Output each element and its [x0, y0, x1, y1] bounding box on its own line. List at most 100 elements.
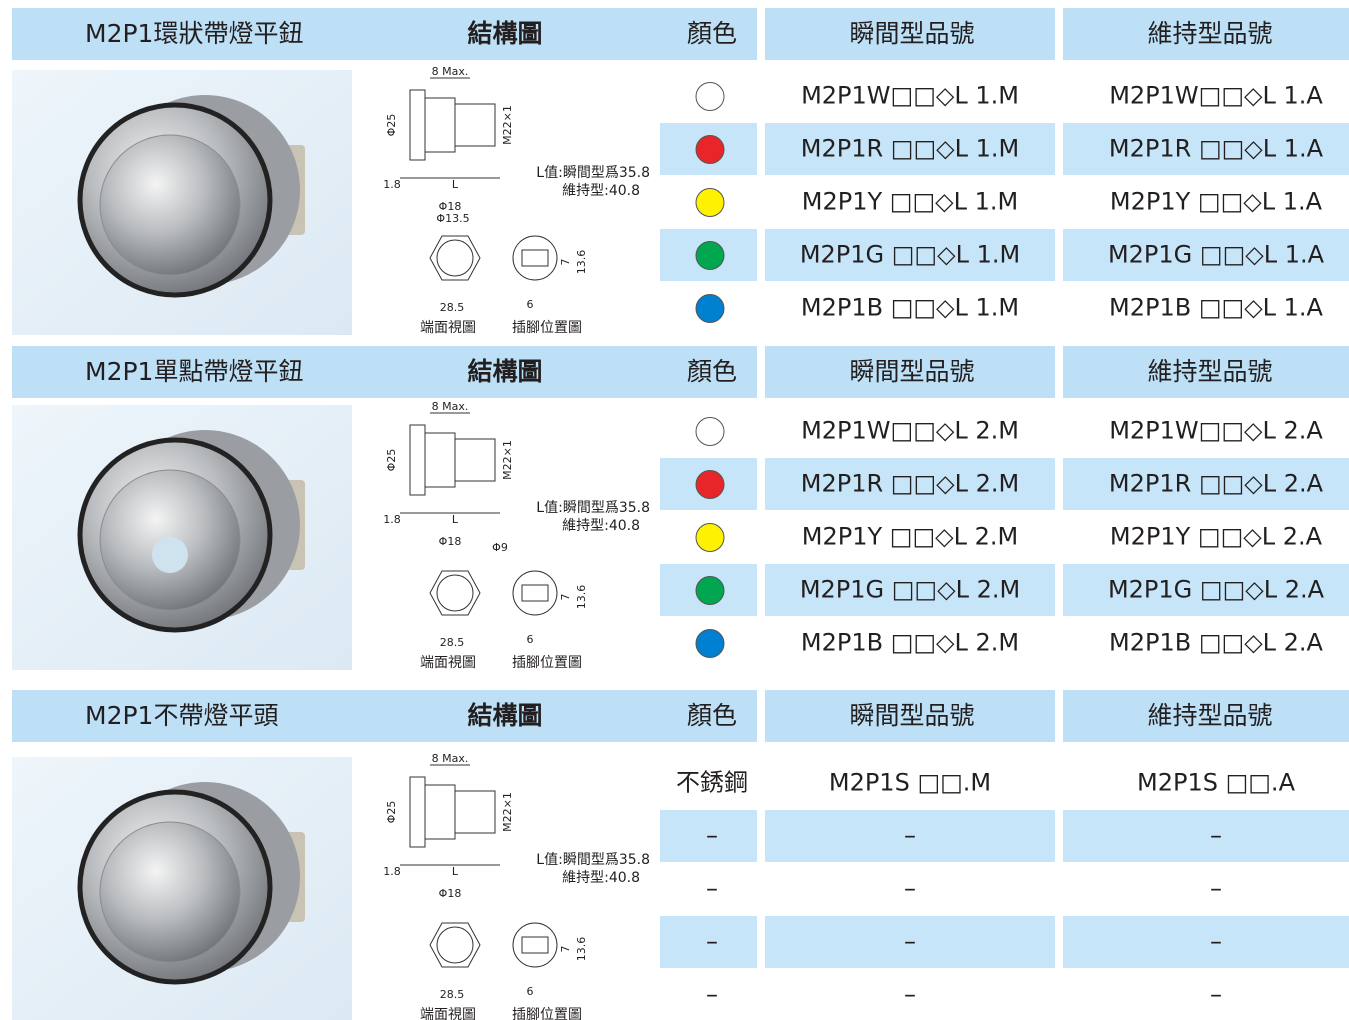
- row-bg: [660, 757, 757, 809]
- hold-model: M2P1B □□◇L 1.A: [1109, 294, 1324, 322]
- instant-model: M2P1B □□◇L 2.M: [801, 629, 1019, 657]
- header-bg: [1063, 8, 1349, 60]
- instant-model: M2P1G □□◇L 1.M: [800, 241, 1020, 269]
- drawing-label: Φ25: [385, 114, 398, 137]
- hex: [429, 235, 481, 281]
- hold-model: M2P1G □□◇L 1.A: [1108, 241, 1325, 269]
- color-swatch: [695, 241, 725, 270]
- header-bg: [12, 690, 757, 742]
- hold-model: M2P1W□□◇L 2.A: [1109, 417, 1323, 445]
- drawing-label: 1.8: [383, 513, 401, 526]
- row-bg: [1063, 511, 1349, 563]
- color-swatch: [695, 135, 725, 164]
- row-bg: [1063, 123, 1349, 175]
- color-heading: 顏色: [687, 701, 737, 730]
- drawing-label: 13.6: [575, 937, 588, 962]
- row-bg: [1063, 757, 1349, 809]
- drawing-label: L: [452, 513, 459, 526]
- drawing-label: 8 Max.: [432, 752, 469, 765]
- instant-model: –: [904, 822, 916, 850]
- row-bg: [660, 916, 757, 968]
- pin: [521, 249, 549, 267]
- row-bg: [765, 617, 1055, 669]
- hold-model: M2P1S □□.A: [1137, 769, 1296, 797]
- row-bg: [660, 863, 757, 915]
- drawing-label: Φ9: [492, 541, 508, 554]
- pin: [521, 584, 549, 602]
- row-bg: [765, 229, 1055, 281]
- product-name: M2P1環狀帶燈平鈕: [85, 19, 303, 48]
- row-bg: [1063, 282, 1349, 334]
- drawing-label: L值:瞬間型爲35.8: [536, 852, 650, 868]
- instant-model: M2P1R □□◇L 1.M: [801, 135, 1019, 163]
- row-bg: [765, 564, 1055, 616]
- front-ring: [436, 926, 474, 964]
- drawing-label: 28.5: [440, 636, 465, 649]
- drawing-label: 28.5: [440, 301, 465, 314]
- instant-model: M2P1G □□◇L 2.M: [800, 576, 1020, 604]
- drawing-label: 8 Max.: [432, 400, 469, 413]
- row-bg: [1063, 405, 1349, 457]
- front-ring: [436, 574, 474, 612]
- row-bg: [765, 810, 1055, 862]
- color-text: –: [706, 981, 718, 1009]
- hold-heading: 維持型品號: [1147, 357, 1272, 386]
- structure-drawing: 8 Max. Φ25 M22×1 1.8 L L值:瞬間型爲35.8 維持型:40.8 Φ18…: [383, 400, 650, 671]
- header-bg: [765, 690, 1055, 742]
- header-bg: [12, 8, 757, 60]
- outline: [409, 424, 426, 496]
- drawing-label: L: [452, 178, 459, 191]
- drawing-label: 插腳位置圖: [512, 655, 582, 671]
- drawing-label: 1.8: [383, 178, 401, 191]
- row-bg: [765, 969, 1055, 1020]
- row-bg: [765, 282, 1055, 334]
- structure-drawing: 8 Max. Φ25 M22×1 1.8 L L值:瞬間型爲35.8 維持型:40.8 Φ18…: [383, 65, 650, 336]
- row-bg: [765, 123, 1055, 175]
- instant-model: M2P1W□□◇L 1.M: [801, 82, 1019, 110]
- instant-heading: 瞬間型品號: [849, 19, 974, 48]
- header-bg: [12, 346, 757, 398]
- color-text: –: [706, 822, 718, 850]
- hex: [429, 570, 481, 616]
- drawing-label: M22×1: [501, 105, 514, 145]
- drawing-label: M22×1: [501, 792, 514, 832]
- hold-heading: 維持型品號: [1147, 19, 1272, 48]
- hold-heading: 維持型品號: [1147, 701, 1272, 730]
- product-name: M2P1不帶燈平頭: [85, 701, 278, 730]
- instant-model: –: [904, 875, 916, 903]
- product-name: M2P1單點帶燈平鈕: [85, 357, 303, 386]
- drawing-label: 插腳位置圖: [512, 1007, 582, 1020]
- color-heading: 顏色: [687, 19, 737, 48]
- hold-model: M2P1R □□◇L 2.A: [1109, 470, 1324, 498]
- row-bg: [1063, 863, 1349, 915]
- row-bg: [765, 70, 1055, 122]
- instant-model: M2P1R □□◇L 2.M: [801, 470, 1019, 498]
- instant-model: M2P1Y □□◇L 2.M: [802, 523, 1018, 551]
- structure-drawing: 8 Max. Φ25 M22×1 1.8 L L值:瞬間型爲35.8 維持型:40.8 Φ18…: [383, 752, 650, 1020]
- row-bg: [1063, 969, 1349, 1020]
- pin-body: [512, 235, 558, 281]
- face: [99, 821, 241, 963]
- drawing-label: 6: [527, 633, 534, 646]
- drawing-label: 13.6: [575, 250, 588, 275]
- hold-model: –: [1210, 822, 1222, 850]
- hold-model: –: [1210, 928, 1222, 956]
- lens: [152, 537, 188, 573]
- row-bg: [660, 810, 757, 862]
- instant-model: M2P1Y □□◇L 1.M: [802, 188, 1018, 216]
- color-swatch: [695, 629, 725, 658]
- instant-model: M2P1B □□◇L 1.M: [801, 294, 1019, 322]
- row-bg: [765, 405, 1055, 457]
- instant-model: –: [904, 981, 916, 1009]
- row-bg: [1063, 916, 1349, 968]
- color-swatch: [695, 523, 725, 552]
- outline: [454, 438, 496, 482]
- drawing-label: 維持型:40.8: [562, 518, 640, 534]
- structure-heading: 結構圖: [467, 701, 542, 730]
- drawing-label: Φ18: [439, 535, 462, 548]
- color-text: –: [706, 875, 718, 903]
- drawing-label: M22×1: [501, 440, 514, 480]
- drawing-label: 1.8: [383, 865, 401, 878]
- instant-heading: 瞬間型品號: [849, 357, 974, 386]
